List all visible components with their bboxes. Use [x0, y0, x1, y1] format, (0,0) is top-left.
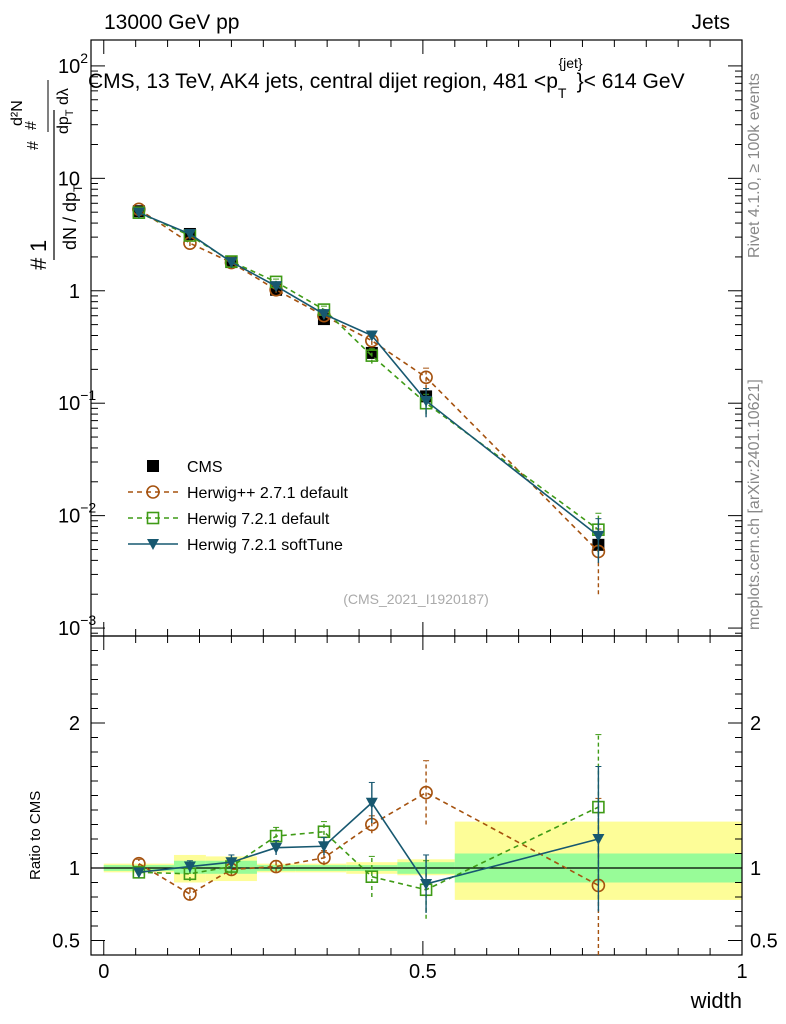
ratio-panel: 0 0.5 10.5 0.51 12 2	[52, 635, 778, 983]
x-tick-label: 0	[98, 961, 109, 983]
data-point	[183, 887, 197, 901]
y-tick-label: 10−1	[58, 387, 96, 415]
main-y-ticks: 10−3 10−2 10−1 1 10 102	[58, 40, 743, 955]
data-point	[146, 485, 160, 499]
series-herwig721	[132, 206, 605, 555]
legend-label: CMS	[187, 459, 223, 476]
ratio-y-tick-label: 0.5	[52, 931, 80, 953]
data-point	[419, 370, 433, 385]
legend-label: Herwig 7.2.1 default	[187, 511, 330, 528]
data-point	[269, 859, 283, 874]
series-line	[138, 806, 599, 891]
y-tick-label: 1	[69, 281, 80, 303]
series-line	[138, 801, 599, 885]
data-point	[365, 330, 378, 342]
series-softtune	[132, 207, 605, 563]
legend-label: Herwig++ 2.7.1 default	[187, 485, 349, 502]
data-point	[365, 797, 378, 809]
ratio-y-label: Ratio to CMS	[27, 791, 44, 880]
data-point	[317, 841, 330, 853]
series-line	[138, 791, 599, 896]
data-point	[146, 511, 160, 525]
data-point	[419, 785, 433, 800]
series-line	[138, 211, 599, 537]
y-tick-label: 10−2	[58, 500, 96, 528]
x-tick-label: 0.5	[409, 961, 437, 983]
legend-label: Herwig 7.2.1 softTune	[187, 537, 343, 554]
data-point	[225, 857, 238, 869]
legend: CMS Herwig++ 2.7.1 default Herwig 7.2.1 de…	[128, 459, 349, 554]
ratio-y-tick-label: 1	[69, 858, 80, 880]
data-point	[365, 870, 379, 884]
data-point	[270, 281, 283, 293]
main-panel: 10−3 10−2 10−1 1 10 102	[58, 39, 743, 955]
ratio-frame	[90, 635, 743, 956]
svg-text:#: #	[25, 141, 42, 150]
ratio-y-tick-label: 2	[69, 713, 80, 735]
x-axis-title: width	[690, 988, 742, 1013]
data-point	[132, 207, 145, 219]
svg-text:#: #	[23, 121, 40, 130]
data-point	[592, 834, 605, 845]
data-point	[147, 539, 159, 550]
data-point	[270, 842, 283, 854]
plot-title: CMS, 13 TeV, AK4 jets, central dijet reg…	[88, 55, 685, 101]
x-tick-label: 1	[736, 961, 747, 983]
data-point	[420, 395, 433, 407]
ratio-y-tick-label-right: 2	[750, 713, 761, 735]
y-tick-label: 10−3	[58, 612, 96, 640]
svg-text:dpT dλ: dpT dλ	[55, 88, 76, 134]
title-main: CMS, 13 TeV, AK4 jets, central dijet reg…	[88, 70, 558, 93]
ratio-y-tick-label-right: 0.5	[750, 931, 778, 953]
data-point	[147, 460, 159, 472]
data-point	[420, 878, 433, 890]
data-point	[317, 309, 330, 321]
mcplots-label: mcplots.cern.ch [arXiv:2401.10621]	[746, 379, 763, 630]
y-tick-label: 10	[58, 168, 80, 190]
data-point	[225, 257, 238, 269]
energy-label: 13000 GeV pp	[104, 11, 239, 34]
svg-text:d²N: d²N	[9, 100, 26, 126]
y-tick-label: 102	[58, 50, 88, 78]
data-point	[132, 867, 145, 879]
data-point	[365, 349, 379, 362]
jets-label: Jets	[691, 11, 730, 34]
ratio-y-tick-label-right: 1	[750, 858, 761, 880]
series-softtune	[132, 766, 605, 913]
data-point	[592, 530, 605, 542]
y-axis-title: # 1 dN / dpT # d²N # dpT dλ	[9, 80, 85, 270]
analysis-watermark: (CMS_2021_I1920187)	[343, 591, 489, 607]
title-sup: {jet}	[558, 55, 582, 71]
svg-text:1: 1	[26, 240, 51, 252]
series-herwigpp	[132, 202, 606, 595]
series-line	[138, 211, 599, 531]
data-point	[183, 861, 196, 873]
data-point	[183, 228, 196, 240]
rivet-label: Rivet 4.1.0, ≥ 100k events	[746, 73, 763, 258]
title-tail: }< 614 GeV	[577, 70, 685, 93]
svg-text:#: #	[26, 257, 51, 270]
title-sub: T	[558, 85, 567, 101]
svg-text:dN / dpT: dN / dpT	[60, 184, 85, 250]
